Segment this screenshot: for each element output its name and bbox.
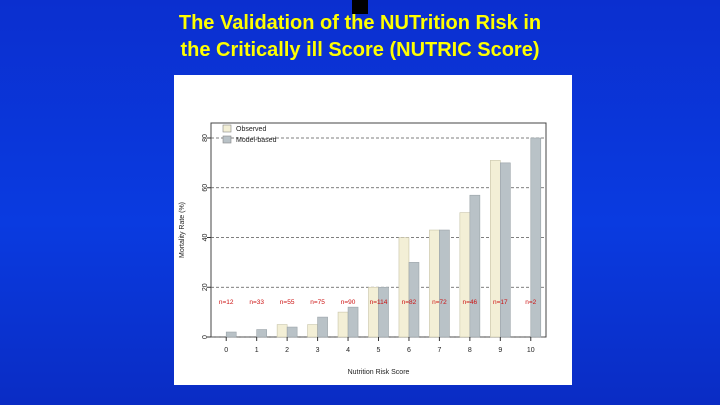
legend-swatch-model-based — [222, 135, 232, 144]
sample-size-label: n=12 — [219, 299, 234, 306]
x-tick-label: 6 — [407, 347, 411, 354]
legend-swatch-observed — [222, 124, 232, 133]
x-tick-label: 2 — [285, 347, 289, 354]
legend-label-model-based: Model-based — [236, 137, 277, 144]
x-tick-label: 5 — [377, 347, 381, 354]
chart-figure: 0 20 40 60 80 Mortality Rate (%) 0 n=12 1 n=33 2 n=… — [174, 75, 572, 385]
sample-size-label: n=2 — [525, 299, 536, 306]
bar-model-based — [469, 194, 481, 338]
bar-model-based — [256, 329, 267, 338]
slide-title-line-1: The Validation of the NUTrition Risk in — [178, 12, 542, 34]
bar-observed — [429, 229, 440, 338]
x-tick-label: 4 — [346, 347, 350, 354]
x-tick-label: 1 — [255, 347, 259, 354]
bar-model-based — [317, 316, 328, 338]
sample-size-label: n=72 — [432, 299, 447, 306]
bar-model-based — [500, 162, 511, 338]
x-axis-label: Nutrition Risk Score — [348, 369, 410, 376]
slide-title-line-2: the Critically ill Score (NUTRIC Score) — [180, 39, 540, 61]
sample-size-label: n=55 — [280, 299, 295, 306]
bar-observed — [459, 212, 471, 338]
x-tick-label: 10 — [527, 347, 535, 354]
bar-observed — [490, 160, 501, 338]
y-axis-label: Mortality Rate (%) — [179, 202, 186, 258]
sample-size-label: n=17 — [493, 299, 508, 306]
y-tick-label: 20 — [202, 283, 209, 291]
x-tick-label: 7 — [437, 347, 441, 354]
top-marker — [352, 0, 368, 14]
sample-size-label: n=33 — [249, 299, 264, 306]
bar-model-based — [530, 137, 542, 338]
bar-model-based — [439, 229, 450, 338]
x-tick-label: 9 — [498, 347, 502, 354]
legend-label-observed: Observed — [236, 126, 266, 133]
y-tick-label: 80 — [202, 134, 209, 142]
x-tick-label: 8 — [468, 347, 472, 354]
sample-size-label: n=114 — [370, 299, 388, 306]
sample-size-label: n=90 — [341, 299, 356, 306]
bar-observed — [337, 311, 349, 338]
x-tick-label: 0 — [224, 347, 228, 354]
bar-observed — [368, 286, 379, 338]
slide-title: The Validation of the NUTrition Risk in … — [0, 10, 720, 64]
y-tick-label: 60 — [202, 184, 209, 192]
sample-size-label: n=82 — [402, 299, 417, 306]
bar-observed — [276, 324, 288, 338]
bar-model-based — [225, 331, 237, 338]
bar-model-based — [408, 262, 420, 338]
sample-size-label: n=75 — [310, 299, 325, 306]
bar-model-based — [378, 286, 389, 338]
y-tick-label: 40 — [202, 234, 209, 242]
x-tick-label: 3 — [316, 347, 320, 354]
bar-model-based — [286, 326, 298, 338]
bar-model-based — [347, 306, 359, 338]
bar-observed — [307, 324, 318, 338]
sample-size-label: n=46 — [463, 299, 478, 306]
bar-observed — [398, 237, 410, 338]
chart-svg: 0 20 40 60 80 Mortality Rate (%) 0 n=12 1 n=33 2 n=… — [179, 122, 547, 376]
y-tick-label: 0 — [202, 335, 209, 339]
